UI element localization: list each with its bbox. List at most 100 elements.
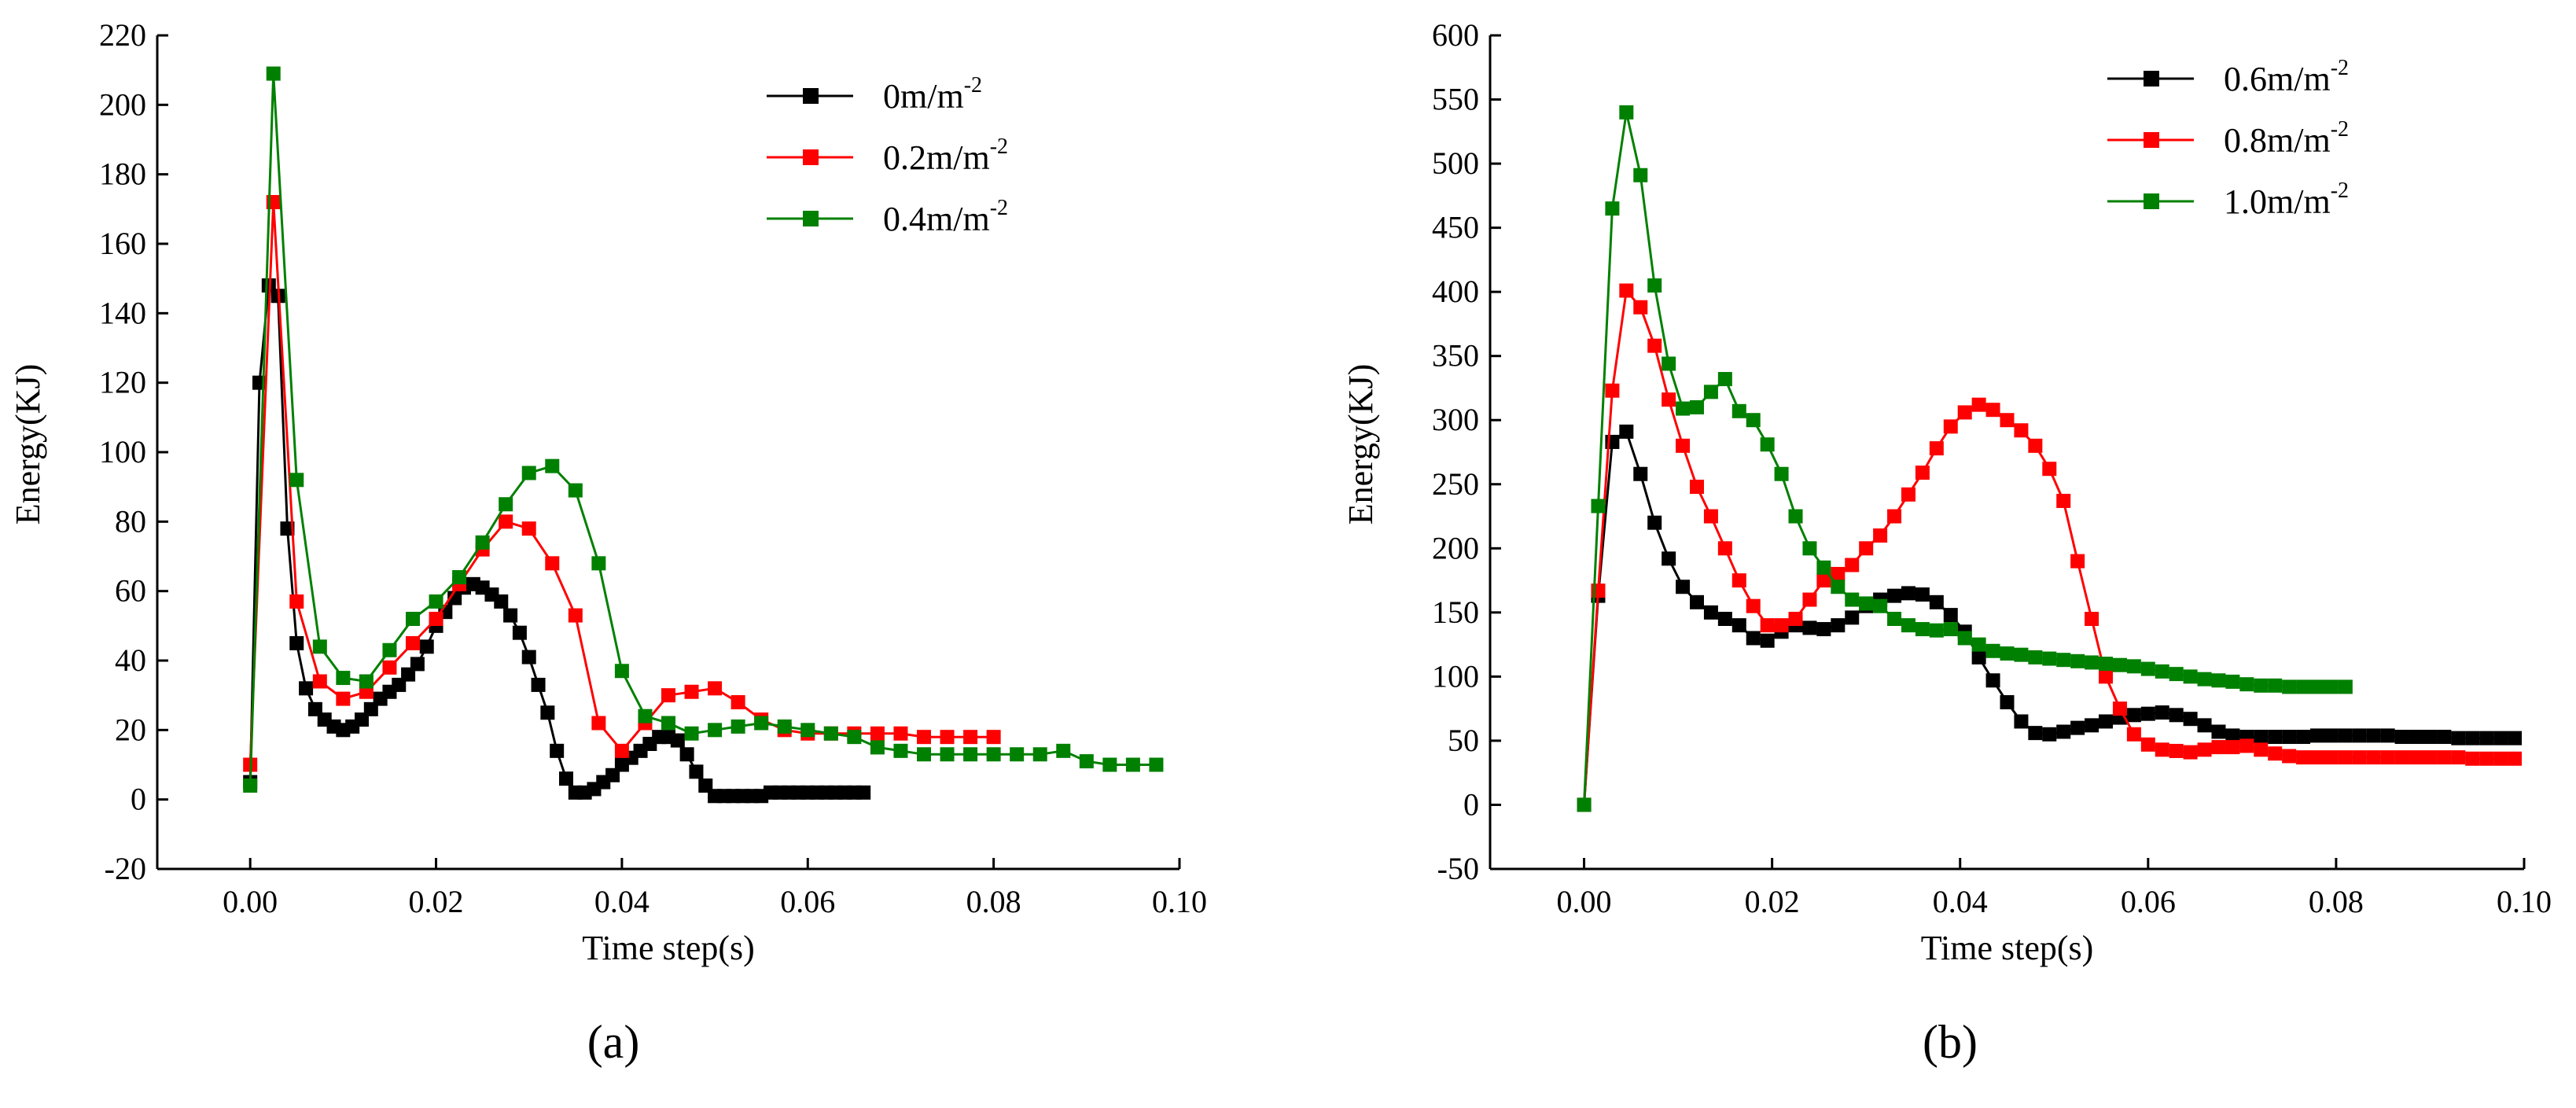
data-point <box>1717 612 1732 626</box>
data-point <box>1873 598 1888 613</box>
data-point <box>1633 466 1648 481</box>
data-point <box>2225 740 2240 755</box>
data-point <box>2394 730 2409 745</box>
y-tick-label: 80 <box>115 503 146 539</box>
y-tick-label: 200 <box>99 87 146 122</box>
data-point <box>243 779 258 793</box>
data-point <box>1929 623 1944 638</box>
data-point <box>1149 757 1164 772</box>
data-point <box>1915 587 1930 602</box>
data-point <box>1845 592 1860 607</box>
data-point <box>2042 651 2057 666</box>
data-point <box>2338 750 2353 765</box>
data-point <box>2028 438 2043 453</box>
y-tick-label: 0 <box>131 782 146 817</box>
data-point <box>2140 706 2155 721</box>
data-point <box>800 723 815 738</box>
x-tick-label: 0.02 <box>1745 884 1800 919</box>
data-point <box>2423 730 2438 745</box>
data-point <box>670 733 685 748</box>
data-point <box>689 764 704 779</box>
legend-name: 0.6m/m <box>2224 60 2331 98</box>
data-point <box>661 716 675 731</box>
data-point <box>2183 745 2198 760</box>
legend-label: 1.0m/m-2 <box>2224 179 2349 221</box>
data-point <box>1957 405 1972 420</box>
data-point <box>1746 598 1761 613</box>
data-point <box>289 635 304 650</box>
y-tick-label: -50 <box>1437 851 1479 886</box>
data-point <box>2085 655 2099 670</box>
legend-superscript: -2 <box>2331 117 2349 142</box>
data-point <box>406 612 420 626</box>
panel-label: (b) <box>1923 1016 1978 1068</box>
data-point <box>2366 728 2381 743</box>
data-point <box>336 691 351 706</box>
data-point <box>2000 695 2015 709</box>
data-point <box>708 723 723 738</box>
legend-superscript: -2 <box>2331 56 2349 80</box>
data-point <box>503 608 518 623</box>
data-point <box>1943 608 1958 623</box>
data-point <box>1985 403 2000 418</box>
data-point <box>2352 728 2367 743</box>
data-point <box>2493 751 2508 766</box>
data-point <box>2211 724 2226 739</box>
data-point <box>2099 657 2114 672</box>
data-point <box>591 556 606 571</box>
legend-name: 0.8m/m <box>2224 121 2331 160</box>
data-point <box>2437 730 2452 745</box>
data-point <box>2451 731 2466 745</box>
data-point <box>1647 515 1662 530</box>
data-point <box>1831 566 1846 581</box>
series-2 <box>1577 105 2353 812</box>
data-point <box>1831 580 1846 594</box>
data-point <box>2324 750 2339 765</box>
data-point <box>2225 674 2240 689</box>
data-point <box>591 716 606 731</box>
data-point <box>1010 747 1025 762</box>
data-point <box>499 514 513 529</box>
data-point <box>1619 283 1634 298</box>
legend-marker <box>2144 132 2159 148</box>
data-point <box>2409 750 2423 765</box>
data-point <box>856 785 871 800</box>
x-tick-label: 0.08 <box>2309 884 2364 919</box>
data-point <box>545 556 560 571</box>
data-point <box>475 535 490 550</box>
data-point <box>1887 509 1902 524</box>
data-point <box>382 642 397 657</box>
data-point <box>870 740 885 755</box>
data-point <box>2169 708 2184 723</box>
data-point <box>1957 631 1972 646</box>
data-point <box>2014 423 2029 438</box>
data-point <box>568 483 583 498</box>
data-point <box>1676 401 1691 416</box>
chart-panel-a: -20 0 20 40 60 80 100 120 140 160 180 200 220 0.00 0.0… <box>9 17 1207 1068</box>
data-point <box>893 743 908 758</box>
data-point <box>1690 399 1704 414</box>
data-point <box>2126 659 2141 674</box>
data-point <box>2296 750 2311 765</box>
data-point <box>531 677 546 692</box>
data-point <box>1845 610 1860 625</box>
data-point <box>730 695 745 709</box>
data-point <box>410 657 425 672</box>
data-point <box>1591 499 1606 514</box>
data-point <box>1802 620 1817 635</box>
data-point <box>2479 751 2494 766</box>
legend-marker <box>803 149 819 165</box>
data-point <box>661 688 675 703</box>
data-point <box>2338 679 2353 694</box>
data-point <box>1760 633 1775 648</box>
y-tick-label: 100 <box>99 434 146 469</box>
y-tick-label: 0 <box>1463 786 1479 822</box>
y-tick-label: 250 <box>1432 466 1479 502</box>
y-tick-label: 60 <box>115 573 146 609</box>
data-point <box>2423 750 2438 765</box>
data-point <box>1873 528 1888 543</box>
series-0 <box>1577 424 2523 812</box>
data-point <box>684 726 699 741</box>
data-point <box>986 747 1001 762</box>
data-point <box>2310 728 2324 743</box>
